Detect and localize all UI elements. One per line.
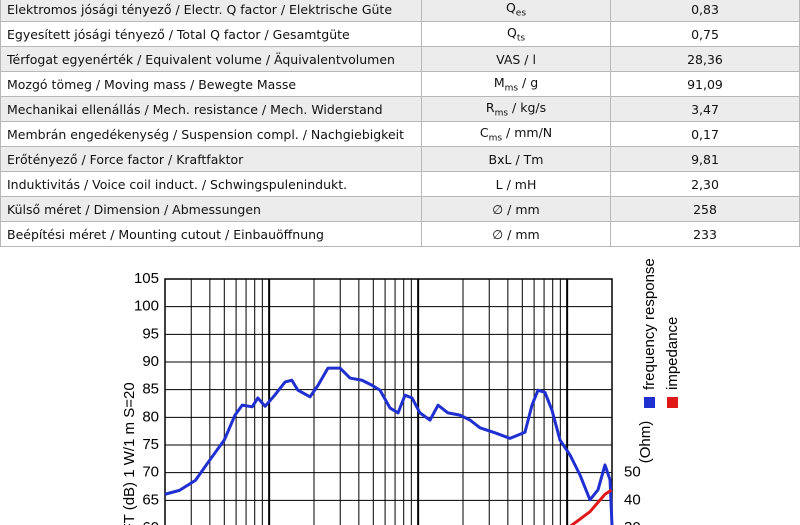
unit-subscript: ms (494, 108, 509, 119)
table-row: Elektromos jósági tényező / Electr. Q fa… (0, 0, 800, 22)
unit-symbol: Q (506, 24, 517, 40)
parameter-name: Egyesített jósági tényező / Total Q fact… (0, 21, 422, 47)
legend-swatch (644, 397, 655, 408)
y2-tick-label: 50 (624, 464, 641, 481)
unit-symbol: Q (505, 0, 516, 15)
unit-subscript: ms (488, 133, 503, 144)
legend-swatch (667, 397, 678, 408)
unit-subscript: ts (516, 33, 526, 44)
value: 3,47 (610, 96, 800, 122)
value: 258 (610, 196, 800, 222)
value: 2,30 (610, 171, 800, 197)
y2-tick-label: 30 (624, 519, 641, 525)
table-row: Erőtényező / Force factor / Kraftfaktor B… (0, 146, 800, 172)
series-line (569, 488, 613, 525)
y-tick-label: 65 (142, 491, 159, 508)
legend-label: frequency response (641, 258, 658, 390)
table-row: Külső méret / Dimension / Abmessungen ∅ /… (0, 196, 800, 222)
unit-symbol: R (485, 99, 495, 115)
parameter-name: Külső méret / Dimension / Abmessungen (0, 196, 422, 222)
unit: Rms / kg/s (421, 96, 611, 122)
legend-label: impedance (664, 317, 681, 390)
value: 0,17 (610, 121, 800, 147)
unit-rest: / mm/N (502, 124, 553, 140)
parameter-name: Beépítési méret / Mounting cutout / Einb… (0, 221, 422, 247)
y2-axis-label: (Ohm) (637, 421, 654, 464)
table-row: Induktivitás / Voice coil induct. / Schw… (0, 171, 800, 197)
y-tick-label: 75 (142, 436, 159, 453)
unit-subscript: ms (504, 83, 519, 94)
y-tick-label: 95 (142, 325, 159, 342)
value: 0,83 (610, 0, 800, 22)
spec-table: Elektromos jósági tényező / Electr. Q fa… (0, 0, 800, 247)
unit: BxL / Tm (421, 146, 611, 172)
y-tick-label: 60 (142, 519, 159, 525)
parameter-name: Mozgó tömeg / Moving mass / Bewegte Mass… (0, 71, 422, 97)
value: 233 (610, 221, 800, 247)
unit: ∅ / mm (421, 196, 611, 222)
unit: Cms / mm/N (421, 121, 611, 147)
unit: Qes (421, 0, 611, 22)
y2-tick-label: 40 (624, 491, 641, 508)
y-tick-label: 70 (142, 464, 159, 481)
unit: Mms / g (421, 71, 611, 97)
y-tick-label: 80 (142, 408, 159, 425)
unit-subscript: es (515, 8, 527, 19)
y-tick-label: 105 (134, 270, 159, 287)
y-tick-label: 100 (134, 298, 159, 315)
y-tick-label: 85 (142, 381, 159, 398)
plot-area (164, 278, 613, 525)
table-row: Membrán engedékenység / Suspension compl… (0, 121, 800, 147)
unit: L / mH (421, 171, 611, 197)
unit: Qts (421, 21, 611, 47)
unit-symbol: C (479, 124, 489, 140)
value: 28,36 (610, 46, 800, 72)
unit-rest: / kg/s (508, 99, 547, 115)
parameter-name: Elektromos jósági tényező / Electr. Q fa… (0, 0, 422, 22)
y-tick-label: 90 (142, 353, 159, 370)
table-row: Beépítési méret / Mounting cutout / Einb… (0, 221, 800, 247)
unit-rest: / g (518, 74, 539, 90)
series-line (164, 366, 614, 525)
unit-symbol: M (493, 74, 505, 90)
y-axis-label: FFT (dB) 1 W/1 m S=20 (121, 382, 138, 525)
unit: ∅ / mm (421, 221, 611, 247)
parameter-name: Erőtényező / Force factor / Kraftfaktor (0, 146, 422, 172)
